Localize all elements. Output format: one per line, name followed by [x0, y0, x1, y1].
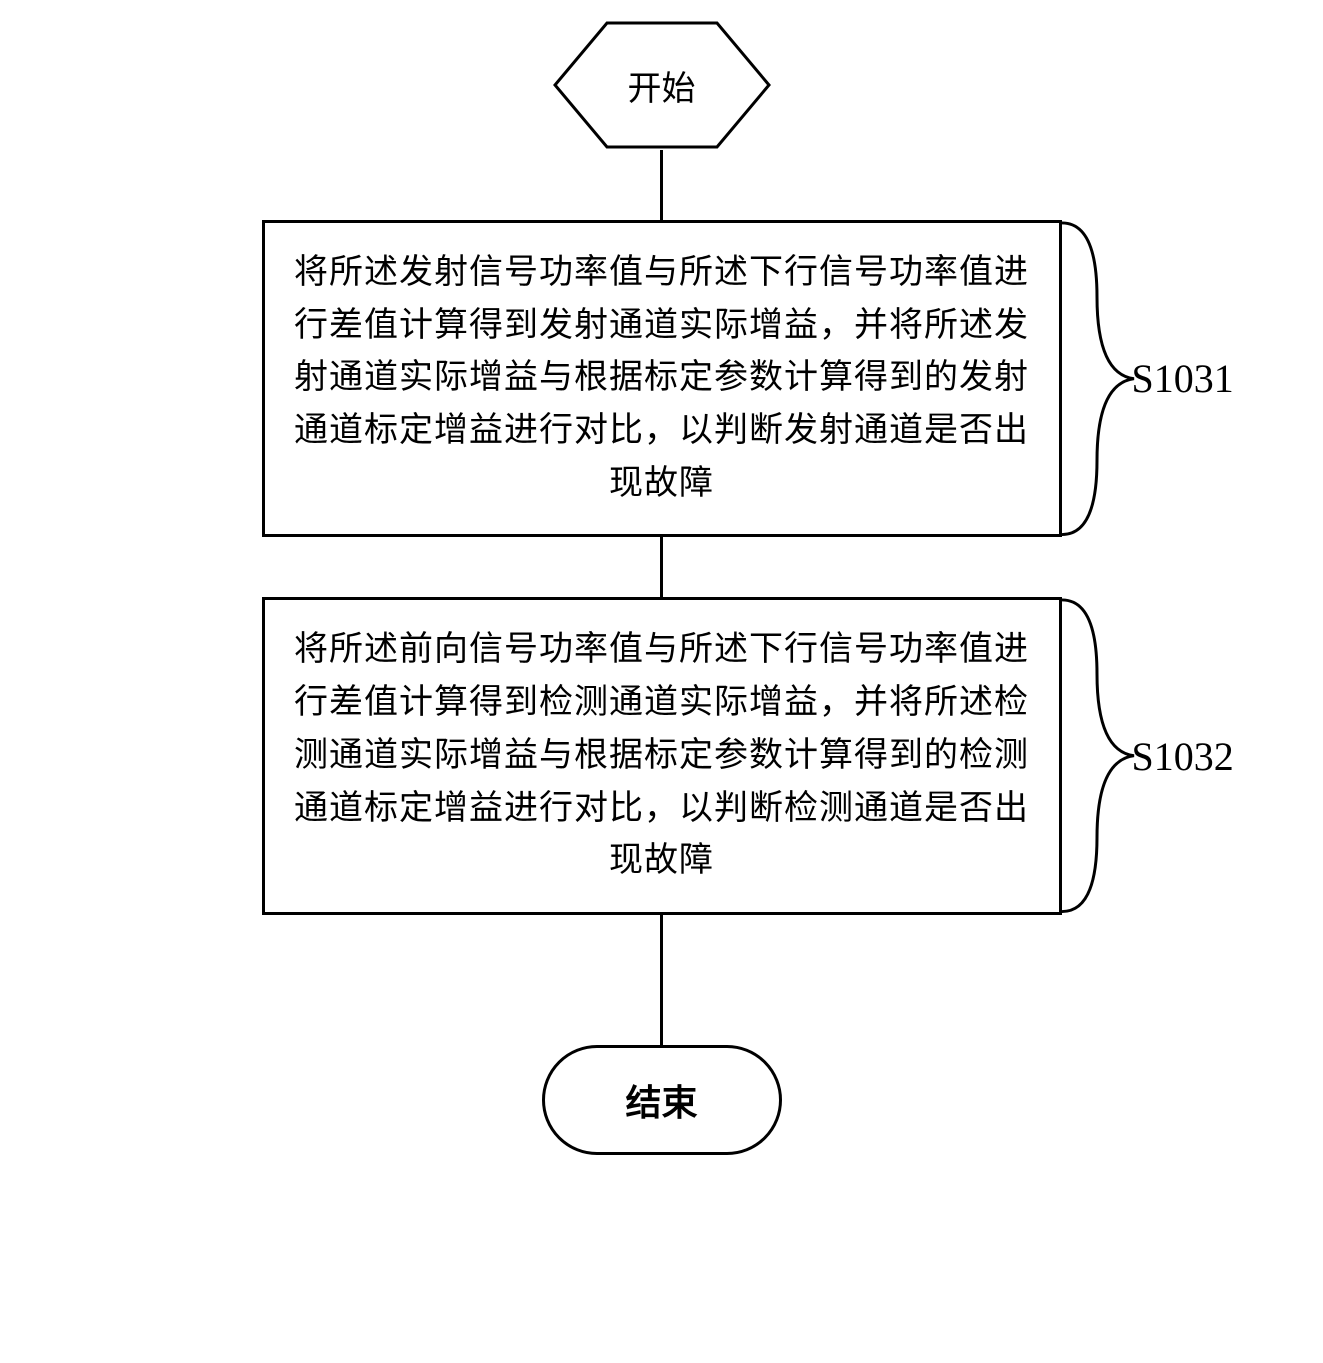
end-node: 结束: [542, 1045, 782, 1155]
bracket-s1032: [1062, 597, 1137, 914]
step-s1032-wrap: 将所述前向信号功率值与所述下行信号功率值进行差值计算得到检测通道实际增益，并将所…: [262, 597, 1062, 914]
start-label: 开始: [628, 61, 696, 110]
start-node: 开始: [552, 20, 772, 150]
flowchart-container: 开始 将所述发射信号功率值与所述下行信号功率值进行差值计算得到发射通道实际增益，…: [262, 20, 1062, 1155]
step-s1032-box: 将所述前向信号功率值与所述下行信号功率值进行差值计算得到检测通道实际增益，并将所…: [262, 597, 1062, 914]
step-s1031-box: 将所述发射信号功率值与所述下行信号功率值进行差值计算得到发射通道实际增益，并将所…: [262, 220, 1062, 537]
connector-2: [660, 537, 663, 597]
step-s1032-label: S1032: [1132, 733, 1234, 780]
step-s1031-wrap: 将所述发射信号功率值与所述下行信号功率值进行差值计算得到发射通道实际增益，并将所…: [262, 220, 1062, 537]
step-s1031-label: S1031: [1132, 355, 1234, 402]
bracket-s1031: [1062, 220, 1137, 537]
end-label: 结束: [625, 1074, 697, 1126]
connector-1: [660, 150, 663, 220]
connector-3: [660, 915, 663, 1045]
